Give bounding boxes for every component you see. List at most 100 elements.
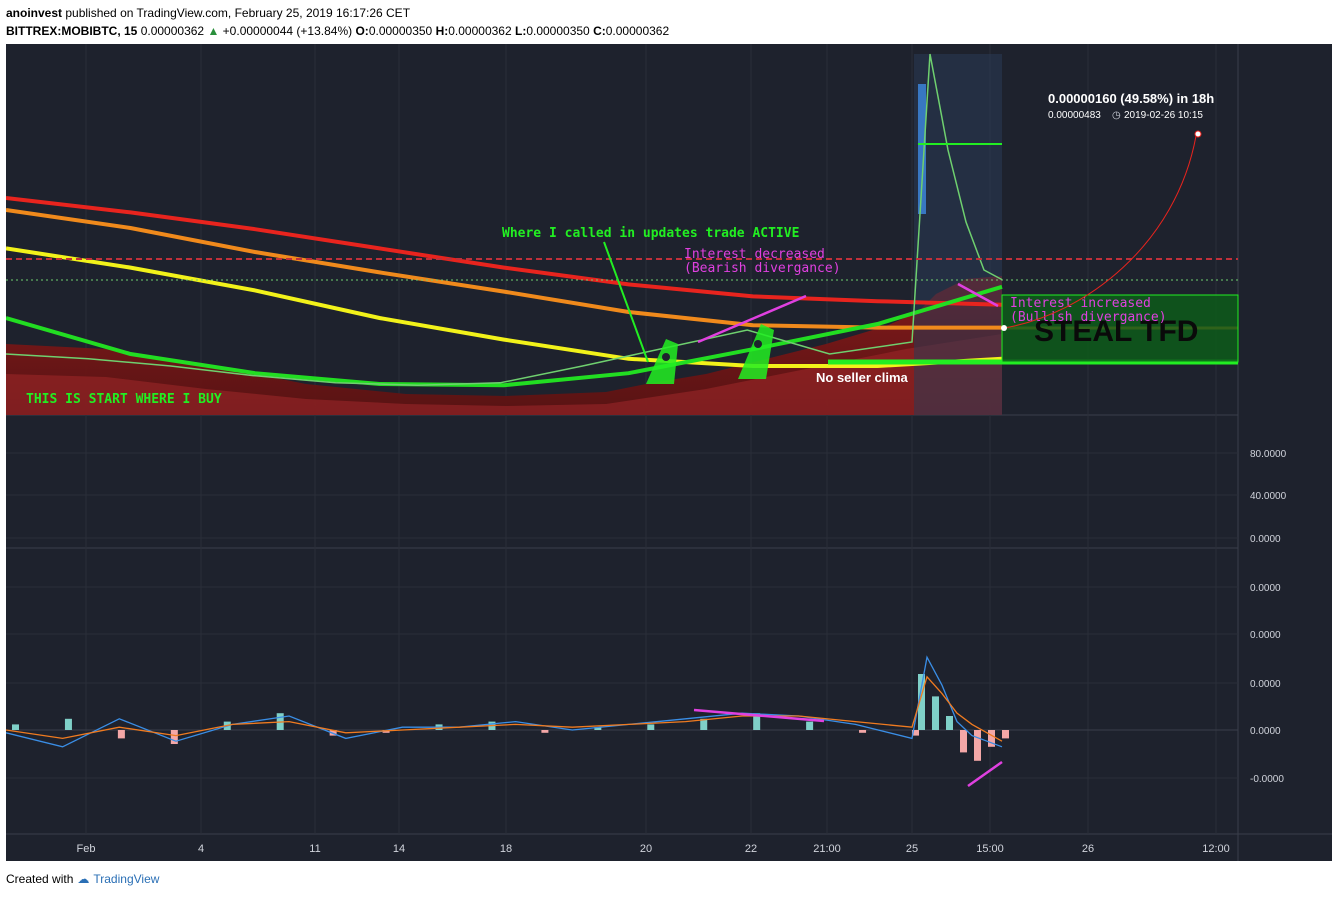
time-tick-label: 18 [500, 843, 512, 855]
macd-tick-label: 0.0000 [1250, 583, 1281, 594]
bullish-annotation: (Bullish divergance) [1010, 310, 1167, 325]
no-seller-annotation: No seller clima [816, 370, 909, 385]
start-buy-annotation: THIS IS START WHERE I BUY [26, 392, 222, 407]
indicator-tick-label: 80.0000 [1250, 449, 1287, 460]
macd-bar [806, 721, 814, 730]
up-arrow-icon: ▲ [207, 24, 220, 38]
interest-increased-annotation: Interest increased [1010, 296, 1151, 311]
macd-histogram [12, 674, 1009, 761]
time-tick-label: 20 [640, 843, 652, 855]
volume-ribbon-inner [6, 334, 1002, 415]
signal-line [6, 675, 1003, 742]
macd-tick-label: 0.0000 [1250, 679, 1281, 690]
rocket-icon [738, 324, 774, 379]
macd-bar [170, 730, 178, 744]
tradingview-logo-icon: ☁ [77, 872, 90, 886]
steal-zone[interactable] [1001, 294, 1239, 363]
steal-label: STEAL TFD [1034, 315, 1198, 348]
spike-bar [918, 84, 926, 214]
macd-bar [12, 724, 19, 730]
author-name[interactable]: anoinvest [6, 6, 63, 20]
time-tick-label: 14 [393, 843, 405, 855]
projection-price: 0.00000483 [1048, 110, 1101, 121]
chart-canvas[interactable]: STEAL TFD Where I called in updates trad… [6, 44, 1332, 861]
time-axis[interactable]: Feb 4 11 14 18 20 22 21:00 25 15:00 26 12:00 [77, 843, 1230, 855]
time-tick-label: 11 [309, 843, 320, 855]
called-annotation: Where I called in updates trade ACTIVE [502, 226, 799, 241]
high-value: 0.00000362 [448, 24, 512, 38]
macd-bar [988, 730, 995, 747]
last-price: 0.00000362 [140, 24, 205, 38]
macd-bar [594, 727, 602, 730]
interest-decreased-annotation: Interest decreased [684, 247, 825, 262]
ma-yellow-line [6, 246, 1003, 368]
macd-bar [541, 730, 549, 733]
indicator-axis[interactable]: 80.0000 40.0000 0.0000 [1250, 449, 1287, 545]
projection-start-dot [1001, 325, 1007, 331]
macd-bar [64, 718, 72, 730]
macd-bar [647, 724, 655, 730]
bearish-annotation: (Bearish divergance) [684, 261, 841, 276]
spike-zone [914, 54, 1002, 415]
projection-end-dot [1194, 130, 1202, 138]
macd-bar [700, 718, 708, 730]
footer-prefix: Created with [6, 872, 74, 886]
time-tick-label: 12:00 [1202, 843, 1230, 855]
symbol-label: BITTREX:MOBIBTC, 15 [6, 24, 138, 38]
time-tick-label: Feb [77, 843, 96, 855]
time-tick-label: 26 [1082, 843, 1094, 855]
bullish-trendline [957, 282, 999, 308]
close-label: C: [593, 24, 606, 38]
macd-bar [753, 713, 761, 730]
macd-bar [974, 730, 981, 761]
ma-red-line [6, 196, 1003, 307]
time-tick-label: 21:00 [813, 843, 841, 855]
time-tick-label: 4 [198, 843, 204, 855]
ohlc-line: BITTREX:MOBIBTC, 15 0.00000362 ▲ +0.0000… [6, 22, 669, 40]
grid-lines [6, 44, 1238, 834]
macd-bar [918, 674, 925, 730]
indicator-tick-label: 0.0000 [1250, 534, 1281, 545]
macd-tick-label: 0.0000 [1250, 726, 1281, 737]
macd-bearish-trendline [693, 708, 825, 723]
ma-green-line [6, 284, 1003, 388]
footer-brand[interactable]: TradingView [93, 872, 160, 886]
high-label: H: [435, 24, 449, 38]
open-label: O: [355, 24, 369, 38]
publish-line: anoinvest published on TradingView.com, … [6, 4, 669, 22]
rocket-icon [646, 339, 678, 384]
close-value: 0.00000362 [605, 24, 670, 38]
ma-orange-line [6, 208, 1002, 330]
chart-frame[interactable]: STEAL TFD Where I called in updates trad… [6, 44, 1332, 861]
published-text: published on TradingView.com, February 2… [65, 6, 411, 20]
macd-bar [912, 730, 919, 736]
projection-label: 0.00000160 (49.58%) in 18h [1048, 91, 1214, 106]
macd-line [6, 655, 1003, 748]
low-value: 0.00000350 [526, 24, 590, 38]
footer: Created with ☁ TradingView [6, 872, 159, 886]
macd-tick-label: -0.0000 [1250, 774, 1284, 785]
price-line [6, 53, 1003, 386]
macd-tick-label: 0.0000 [1250, 630, 1281, 641]
macd-bar [960, 730, 967, 753]
macd-bar [932, 696, 939, 730]
bearish-trendline [697, 294, 807, 344]
macd-bar [859, 730, 867, 733]
projection-curve [1003, 135, 1197, 329]
macd-bar [946, 716, 953, 730]
macd-bar [1002, 730, 1009, 739]
chart-header: anoinvest published on TradingView.com, … [6, 4, 669, 40]
clock-icon: ◷ [1112, 110, 1121, 121]
price-change: +0.00000044 (+13.84%) [222, 24, 353, 38]
time-tick-label: 15:00 [976, 843, 1004, 855]
callout-arrow [603, 241, 649, 363]
time-tick-label: 25 [906, 843, 918, 855]
macd-axis[interactable]: 0.0000 0.0000 0.0000 0.0000 -0.0000 [1250, 583, 1284, 785]
macd-bar [117, 730, 125, 739]
low-label: L: [514, 24, 527, 38]
open-value: 0.00000350 [368, 24, 433, 38]
projection-time: 2019-02-26 10:15 [1124, 110, 1203, 121]
time-tick-label: 22 [745, 843, 757, 855]
indicator-tick-label: 40.0000 [1250, 491, 1287, 502]
macd-bullish-trendline [967, 760, 1003, 788]
